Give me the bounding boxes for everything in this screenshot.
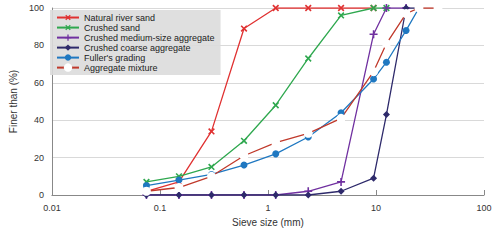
- svg-text:Crushed coarse aggregate: Crushed coarse aggregate: [84, 43, 191, 53]
- svg-text:Crushed medium-size aggregate: Crushed medium-size aggregate: [84, 33, 215, 43]
- svg-text:0.01: 0.01: [43, 203, 61, 213]
- svg-text:Natural river sand: Natural river sand: [84, 13, 155, 23]
- svg-text:0: 0: [39, 190, 44, 200]
- svg-text:100: 100: [29, 3, 44, 13]
- svg-text:100: 100: [476, 203, 491, 213]
- svg-text:10: 10: [371, 203, 381, 213]
- svg-text:Fuller's grading: Fuller's grading: [84, 53, 145, 63]
- svg-text:Aggregate mixture: Aggregate mixture: [84, 63, 158, 73]
- svg-text:1: 1: [265, 203, 270, 213]
- svg-text:60: 60: [34, 78, 44, 88]
- svg-text:0.1: 0.1: [154, 203, 167, 213]
- svg-text:20: 20: [34, 153, 44, 163]
- svg-text:40: 40: [34, 115, 44, 125]
- svg-text:Crushed sand: Crushed sand: [84, 23, 140, 33]
- svg-text:80: 80: [34, 40, 44, 50]
- svg-text:Sieve size (mm): Sieve size (mm): [232, 217, 304, 228]
- svg-text:Finer than (%): Finer than (%): [8, 70, 19, 133]
